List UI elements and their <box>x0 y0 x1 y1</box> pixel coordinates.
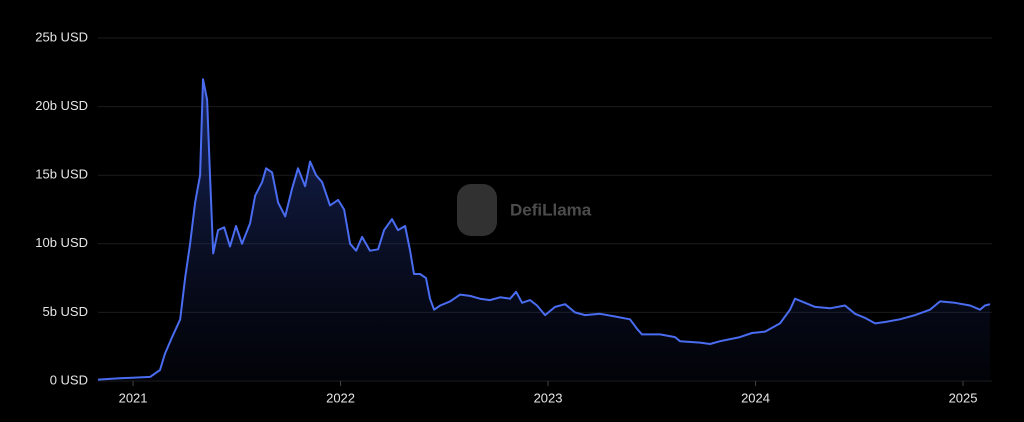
x-tick-label: 2024 <box>741 390 770 405</box>
y-tick-label: 15b USD <box>35 167 88 182</box>
x-tick-label: 2023 <box>534 390 563 405</box>
watermark: DefiLlama <box>457 184 592 236</box>
y-tick-label: 0 USD <box>50 372 88 387</box>
x-tick-label: 2022 <box>326 390 355 405</box>
y-tick-label: 10b USD <box>35 235 88 250</box>
y-tick-label: 5b USD <box>42 304 88 319</box>
x-tick-label: 2025 <box>949 390 978 405</box>
x-tick-label: 2021 <box>119 390 148 405</box>
watermark-logo <box>457 184 497 236</box>
y-tick-label: 20b USD <box>35 98 88 113</box>
watermark-text: DefiLlama <box>510 200 592 219</box>
line <box>97 78 991 381</box>
y-tick-label: 25b USD <box>35 29 88 44</box>
area-fill <box>98 79 990 381</box>
